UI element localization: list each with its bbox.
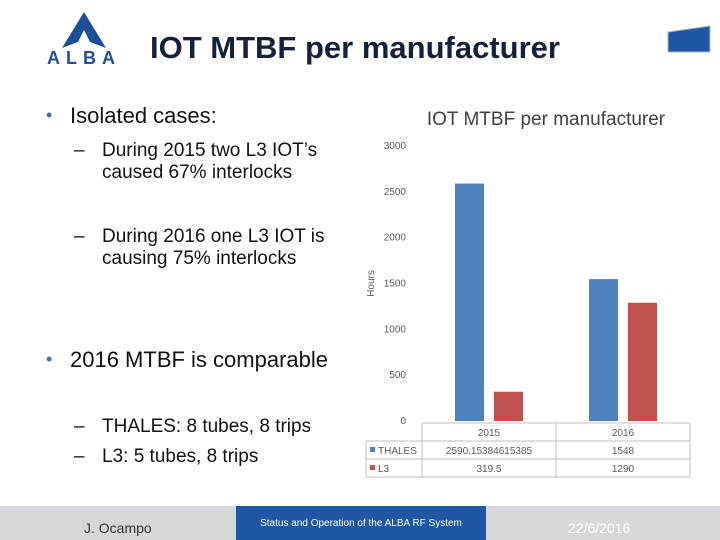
category-label: 2015 — [478, 428, 501, 439]
bar-thales-2015 — [455, 183, 484, 421]
footer-date: 22/6/2016 — [568, 520, 631, 536]
bar-l3-2016 — [628, 302, 657, 421]
footer-author: J. Ocampo — [84, 520, 152, 536]
dash-icon: – — [74, 226, 85, 247]
dash-icon: – — [74, 140, 85, 161]
data-table-value: 2590.15384615385 — [446, 446, 533, 457]
sub-bullet: – L3: 5 tubes, 8 trips — [74, 446, 362, 468]
corner-decoration — [667, 25, 711, 53]
footer-center-band: Status and Operation of the ALBA RF Syst… — [236, 506, 486, 540]
legend-entry: THALES — [378, 446, 417, 457]
legend-entry: L3 — [378, 464, 390, 475]
sub-bullet-text: L3: 5 tubes, 8 trips — [102, 446, 259, 467]
sub-bullet: – THALES: 8 tubes, 8 trips — [74, 416, 362, 438]
footer: J. Ocampo Status and Operation of the AL… — [0, 506, 720, 540]
sub-bullet-text: THALES: 8 tubes, 8 trips — [102, 416, 312, 437]
logo-mark — [62, 12, 106, 48]
dash-icon: – — [74, 416, 85, 437]
mtbf-chart: IOT MTBF per manufacturer Hours 0 500 1000 15… — [365, 109, 691, 478]
y-tick-label: 2500 — [384, 187, 407, 198]
legend-swatch-thales — [370, 447, 375, 452]
data-table-value: 1548 — [612, 446, 635, 457]
data-table-value: 319.5 — [476, 464, 501, 475]
y-axis-label: Hours — [366, 270, 377, 297]
bar-l3-2015 — [494, 391, 523, 421]
chart-title: IOT MTBF per manufacturer — [427, 109, 666, 130]
category-label: 2016 — [612, 428, 635, 439]
y-tick-label: 500 — [389, 370, 406, 381]
bullet-isolated-cases: • Isolated cases: — [46, 102, 217, 129]
bullet-dot-icon: • — [46, 349, 53, 369]
bullet-text: 2016 MTBF is comparable — [70, 347, 328, 372]
alba-logo: ALBA — [47, 12, 121, 68]
sub-bullet: – During 2015 two L3 IOT’s caused 67% in… — [74, 140, 342, 183]
sub-bullet: – During 2016 one L3 IOT is causing 75% … — [74, 226, 352, 269]
y-tick-label: 3000 — [384, 141, 407, 152]
sub-bullet-text: During 2015 two L3 IOT’s caused 67% inte… — [102, 140, 318, 183]
bullet-mtbf-comparable: • 2016 MTBF is comparable — [46, 346, 330, 373]
legend-swatch-l3 — [370, 465, 375, 470]
y-tick-label: 1500 — [384, 279, 407, 290]
bullet-text: Isolated cases: — [70, 103, 217, 128]
sub-bullet-text: During 2016 one L3 IOT is causing 75% in… — [102, 226, 325, 269]
bullet-dot-icon: • — [46, 105, 53, 125]
bar-thales-2016 — [589, 279, 618, 421]
slide-title: IOT MTBF per manufacturer — [150, 30, 560, 65]
y-tick-label: 1000 — [384, 324, 407, 335]
y-tick-label: 0 — [400, 416, 406, 427]
logo-text: ALBA — [47, 48, 121, 68]
footer-event: Status and Operation of the ALBA RF Syst… — [260, 518, 462, 529]
data-table-value: 1290 — [612, 464, 635, 475]
dash-icon: – — [74, 446, 85, 467]
y-tick-label: 2000 — [384, 233, 407, 244]
